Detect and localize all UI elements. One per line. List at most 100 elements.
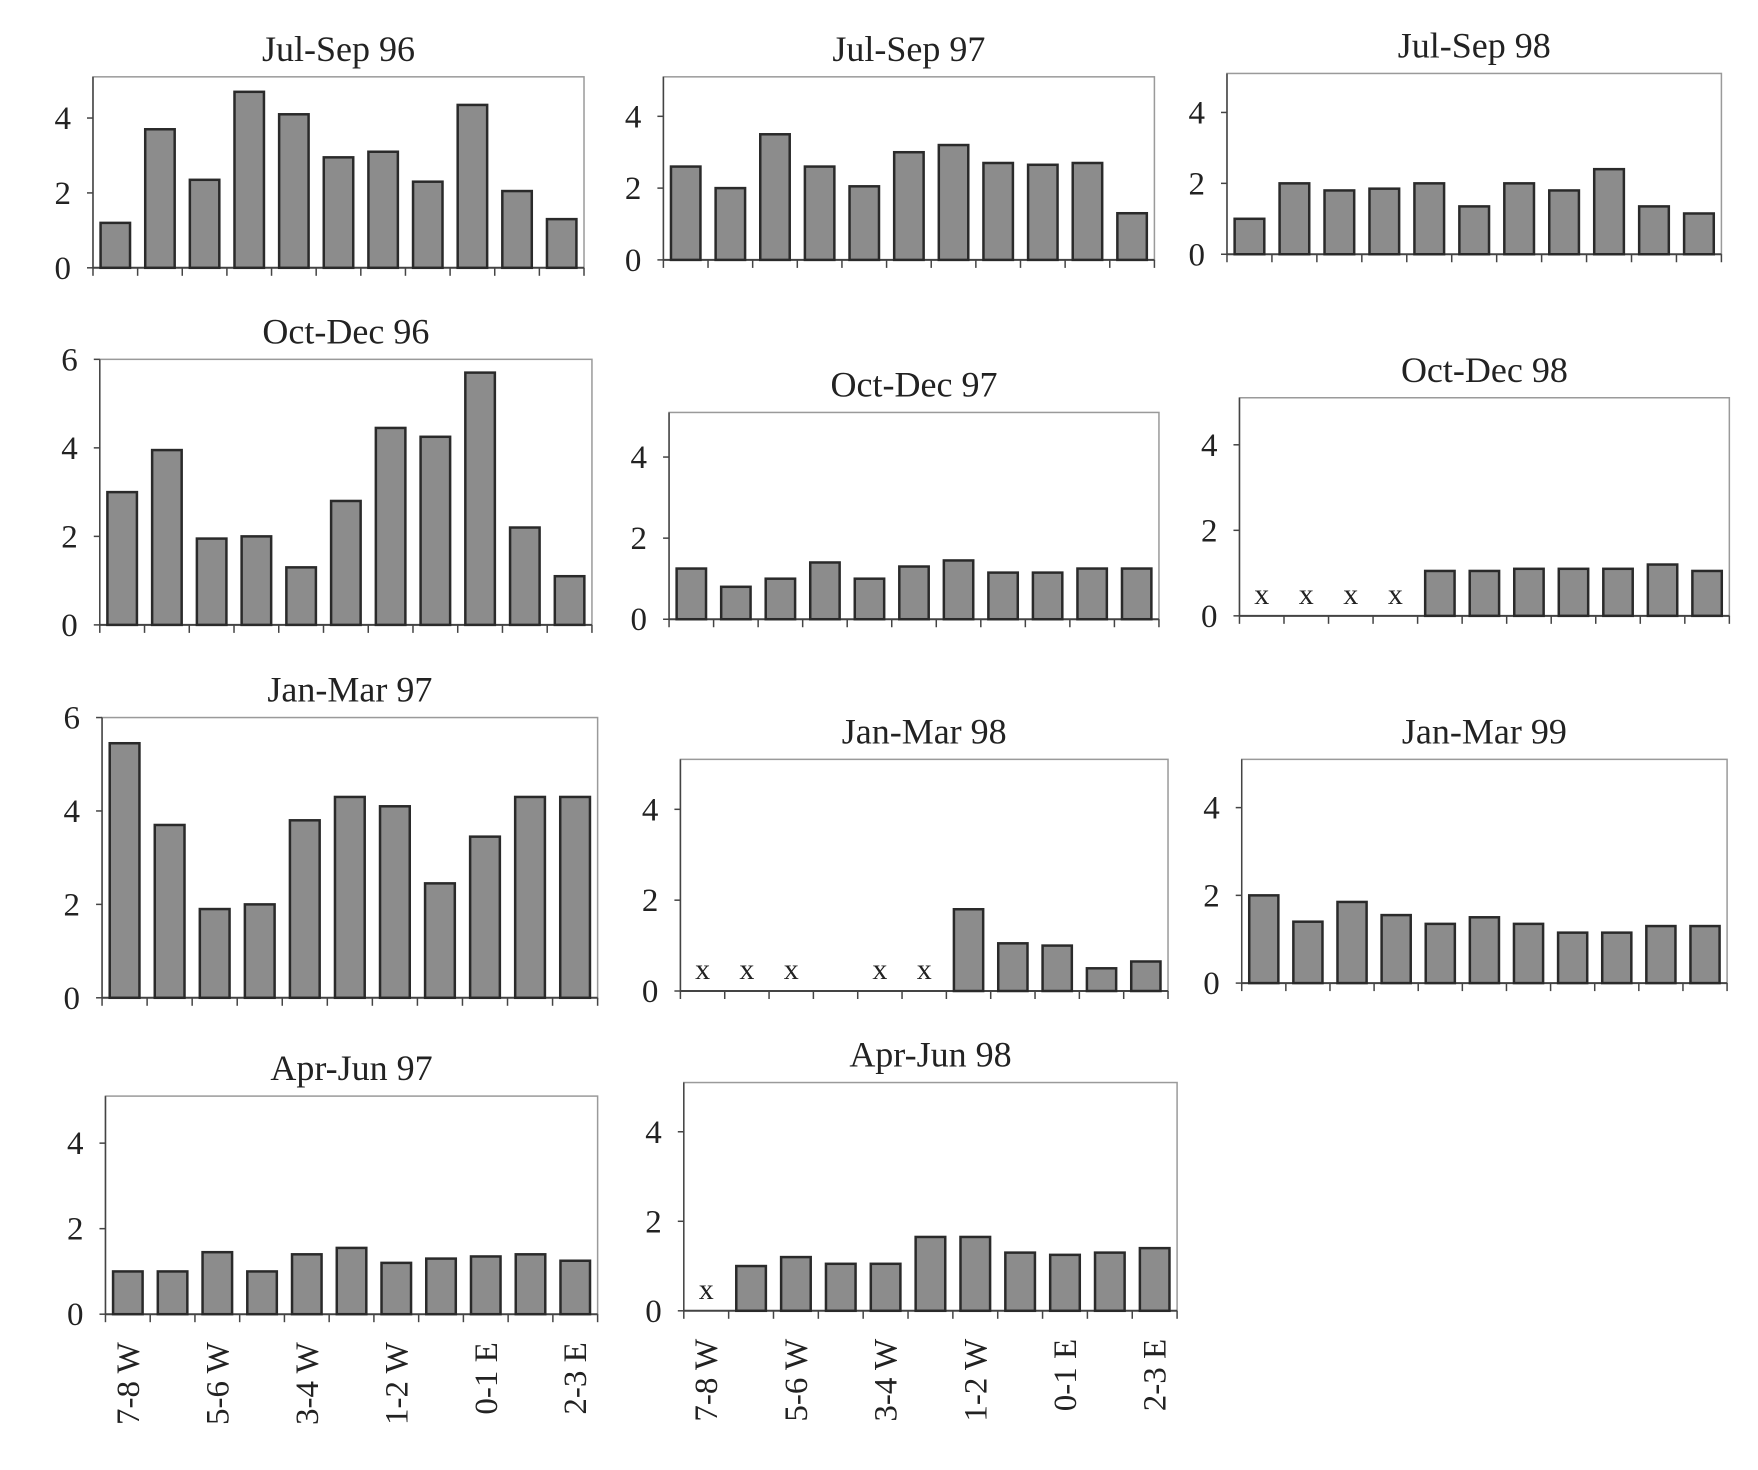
y-tick-label: 0 [631, 602, 648, 638]
bar [513, 795, 547, 1000]
bar [233, 90, 266, 270]
bar [759, 133, 791, 262]
panel-oct-dec-96: Oct-Dec 96 0 2 4 6 [61, 311, 593, 644]
y-tick-label: 6 [61, 342, 78, 378]
y-tick-label: 2 [625, 171, 642, 207]
bar [156, 1270, 189, 1316]
panel-title: Jan-Mar 99 [1402, 711, 1567, 751]
y-tick-label: 2 [1203, 878, 1220, 914]
y-tick-label: 0 [1203, 966, 1220, 1002]
bar [1503, 182, 1536, 256]
bar [1031, 571, 1064, 621]
bar [150, 448, 183, 627]
bar [898, 565, 930, 621]
bar [675, 567, 708, 621]
panel-apr-jun-98: Apr-Jun 98 0 2 4 x 7-8 W 5-6 W 3-4 W 1-2 W 0-1 E 2… [645, 1035, 1178, 1422]
bar [1292, 920, 1324, 985]
bar [423, 882, 457, 1000]
bar [1278, 182, 1311, 256]
y-tick-label: 2 [1188, 166, 1205, 202]
bar [1592, 167, 1626, 256]
y-tick-label: 0 [61, 608, 78, 644]
bar [1004, 1251, 1037, 1313]
bar [719, 585, 752, 621]
bar [290, 1253, 323, 1316]
bar [982, 161, 1015, 262]
bar [996, 942, 1029, 993]
missing-marker: x [784, 953, 799, 986]
bar [508, 526, 541, 627]
y-tick-label: 0 [645, 1294, 662, 1330]
bar [803, 165, 836, 262]
panel-oct-dec-97: Oct-Dec 97 0 2 4 [631, 364, 1160, 638]
bar [558, 795, 592, 1000]
panel-apr-jun-97: Apr-Jun 97 0 2 4 7-8 W 5-6 W 3-4 W 1-2 W 0-1 E 2-… [67, 1048, 599, 1425]
bar [1512, 922, 1545, 985]
missing-marker: x [1343, 578, 1358, 611]
x-tick-label: 5-6 W [779, 1338, 815, 1422]
bar [514, 1253, 547, 1316]
bar [333, 795, 366, 1000]
y-tick-label: 4 [642, 792, 659, 828]
panel-jan-mar-97: Jan-Mar 97 0 2 4 6 [64, 670, 599, 1017]
panel-title: Jul-Sep 98 [1398, 25, 1551, 65]
y-tick-label: 2 [631, 521, 648, 557]
bar [937, 143, 970, 262]
bar [425, 1257, 458, 1316]
bar [987, 571, 1020, 621]
bar [1557, 567, 1590, 618]
x-tick-label: 1-2 W [379, 1341, 415, 1425]
bar [914, 1235, 947, 1313]
y-tick-label: 6 [64, 701, 81, 737]
bar [1413, 182, 1446, 256]
bar [329, 499, 362, 627]
y-tick-label: 2 [64, 887, 81, 923]
x-tick-label: 2-3 E [558, 1342, 594, 1414]
x-tick-label: 7-8 W [689, 1338, 725, 1422]
missing-marker: x [695, 953, 710, 986]
bar [808, 561, 841, 621]
bar [942, 559, 975, 621]
bar [1600, 931, 1633, 985]
panel-title: Oct-Dec 97 [831, 364, 998, 404]
panel-title: Jan-Mar 97 [267, 670, 432, 710]
panel-title: Jul-Sep 97 [832, 29, 985, 69]
panel-jan-mar-99: Jan-Mar 99 0 2 4 [1203, 711, 1728, 1002]
bar [1691, 569, 1724, 618]
bar [1247, 894, 1280, 985]
bar [1682, 212, 1716, 256]
panel-title: Apr-Jun 98 [849, 1035, 1011, 1075]
bar [1129, 960, 1162, 993]
bar [669, 165, 702, 262]
bar [322, 156, 355, 270]
bar [335, 1246, 368, 1316]
bar [285, 566, 318, 627]
x-tick-label: 0-1 E [1048, 1339, 1084, 1411]
bar [367, 150, 400, 270]
bar [1071, 161, 1104, 262]
bar [764, 577, 797, 621]
x-tick-label: 3-4 W [290, 1341, 326, 1425]
y-tick-label: 0 [64, 981, 81, 1017]
bar [1120, 567, 1153, 621]
bar [99, 221, 132, 270]
bar [952, 908, 985, 993]
x-tick-label: 1-2 W [958, 1338, 994, 1422]
bar [464, 371, 497, 627]
bar [1548, 189, 1581, 256]
bar [380, 1261, 413, 1316]
y-tick-label: 0 [54, 251, 71, 287]
y-tick-label: 4 [54, 101, 71, 137]
bar [1689, 924, 1721, 985]
bar [374, 426, 407, 627]
y-tick-label: 4 [61, 431, 78, 467]
missing-marker: x [917, 953, 932, 986]
bar [198, 907, 231, 1000]
bar [892, 150, 925, 262]
bar [1424, 922, 1457, 985]
bar [378, 805, 412, 1000]
x-tick-label: 3-4 W [869, 1338, 905, 1422]
